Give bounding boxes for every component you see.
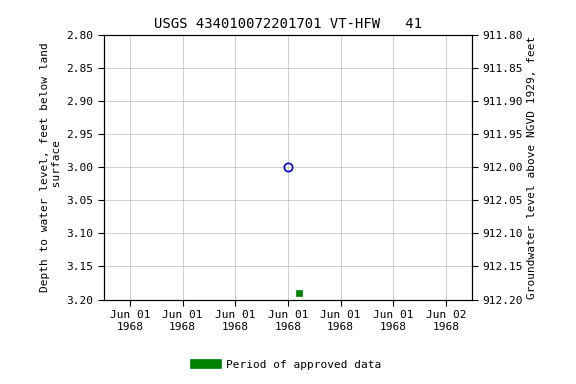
- Y-axis label: Groundwater level above NGVD 1929, feet: Groundwater level above NGVD 1929, feet: [528, 35, 537, 299]
- Y-axis label: Depth to water level, feet below land
 surface: Depth to water level, feet below land su…: [40, 42, 62, 292]
- Title: USGS 434010072201701 VT-HFW   41: USGS 434010072201701 VT-HFW 41: [154, 17, 422, 31]
- Legend: Period of approved data: Period of approved data: [191, 356, 385, 375]
